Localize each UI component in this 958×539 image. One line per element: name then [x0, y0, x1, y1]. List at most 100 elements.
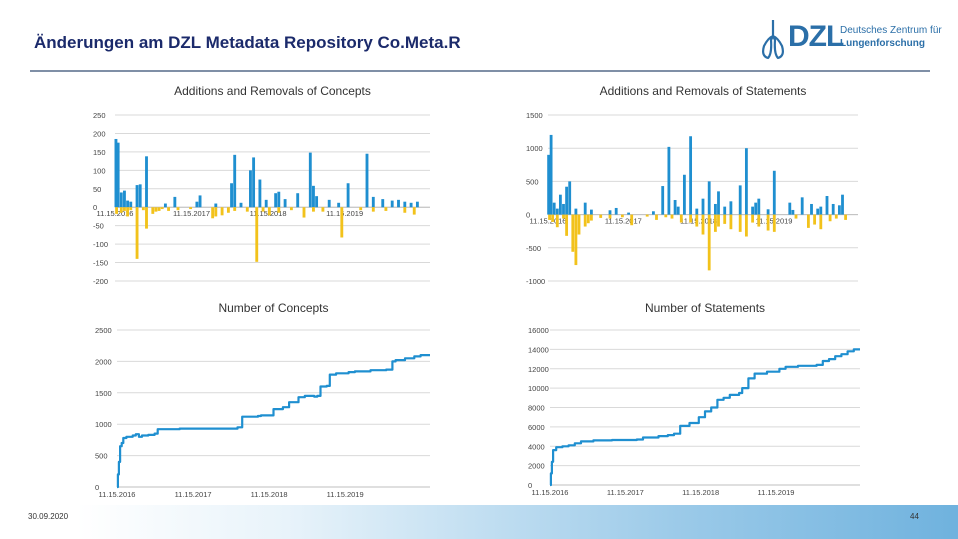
addition-bar [565, 186, 569, 215]
removal-bar [565, 214, 569, 236]
y-tick-label: 1500 [95, 389, 112, 398]
y-tick-label: 0 [528, 481, 532, 490]
addition-bar [831, 203, 835, 215]
addition-bar [371, 196, 375, 208]
removal-bar [119, 207, 123, 213]
removal-bar [267, 207, 271, 216]
addition-bar [800, 197, 804, 215]
y-tick-label: 14000 [528, 345, 549, 354]
addition-bar [841, 194, 844, 215]
addition-bar [277, 191, 281, 208]
addition-bar [547, 154, 551, 215]
addition-bar [327, 199, 331, 208]
y-tick-label: 6000 [528, 423, 545, 432]
removal-bar [834, 214, 838, 219]
removal-bar [620, 214, 624, 218]
y-tick-label: 2000 [95, 357, 112, 366]
concepts-total-chart: Number of Concepts2500200015001000500011… [95, 301, 430, 499]
addition-bar [163, 203, 167, 208]
addition-bar [409, 202, 413, 208]
removal-bar [574, 214, 578, 266]
chart-title: Additions and Removals of Concepts [174, 84, 371, 98]
y-tick-label: 0 [95, 483, 99, 492]
series-line [116, 354, 430, 489]
addition-bar [707, 181, 711, 215]
removal-bar [167, 207, 170, 211]
addition-bar [738, 185, 742, 215]
logo-subtitle-line2: Lungenforschung [840, 38, 925, 49]
addition-bar [397, 199, 400, 208]
removal-bar [261, 207, 265, 212]
addition-bar [312, 185, 315, 208]
x-tick-label: 11.15.2018 [682, 488, 719, 497]
addition-bar [695, 208, 699, 215]
removal-bar [583, 214, 587, 227]
addition-bar [754, 202, 758, 215]
removal-bar [630, 214, 634, 226]
removal-bar [214, 207, 218, 217]
removal-bar [151, 207, 155, 214]
removal-bar [729, 214, 733, 230]
addition-bar [837, 205, 841, 215]
addition-bar [614, 207, 618, 215]
removal-bar [751, 214, 755, 223]
addition-bar [123, 190, 126, 208]
y-tick-label: 8000 [528, 404, 545, 413]
footer-date: 30.09.2020 [28, 512, 69, 521]
removal-bar [772, 214, 776, 232]
y-tick-label: 0 [526, 211, 530, 220]
removal-bar [233, 207, 237, 211]
removal-bar [608, 214, 612, 219]
removal-bar [689, 214, 693, 223]
x-tick-label: 11.15.2018 [680, 217, 717, 226]
y-tick-label: 150 [93, 148, 106, 157]
addition-bar [766, 209, 770, 215]
addition-bar [114, 138, 118, 208]
y-tick-label: 4000 [528, 442, 545, 451]
addition-bar [415, 201, 419, 208]
addition-bar [757, 198, 761, 215]
removal-bar [577, 214, 581, 235]
y-tick-label: 500 [95, 452, 108, 461]
removal-bar [145, 207, 148, 229]
addition-bar [403, 201, 407, 208]
statements-changes-chart: Additions and Removals of Statements 1500… [526, 84, 858, 286]
y-tick-label: -100 [93, 240, 108, 249]
removal-bar [679, 214, 683, 223]
addition-bar [667, 146, 671, 215]
x-tick-label: 11.15.2016 [530, 217, 567, 226]
addition-bar [589, 209, 593, 215]
removal-bar [757, 214, 761, 227]
removal-bar [255, 207, 259, 262]
y-tick-label: 250 [93, 111, 106, 120]
addition-bar [249, 170, 252, 208]
addition-bar [173, 196, 177, 208]
y-tick-label: -150 [93, 259, 108, 268]
removal-bar [359, 207, 363, 211]
removal-bar [844, 214, 848, 220]
removal-bar [599, 214, 603, 218]
x-tick-label: 11.15.2019 [327, 490, 364, 499]
removal-bar [695, 214, 699, 227]
removal-bar [813, 214, 817, 225]
removal-bar [211, 207, 215, 219]
addition-bar [119, 192, 123, 208]
addition-bar [126, 200, 130, 208]
y-tick-label: 2000 [528, 462, 545, 471]
removal-bar [321, 207, 325, 212]
addition-bar [274, 193, 278, 208]
addition-bar [627, 212, 631, 215]
y-tick-label: -200 [93, 277, 108, 286]
addition-bar [676, 206, 680, 215]
addition-bar [772, 170, 776, 215]
removal-bar [717, 214, 720, 227]
removal-bar [571, 214, 575, 252]
removal-bar [806, 214, 810, 228]
removal-bar [157, 207, 161, 211]
removal-bar [277, 207, 281, 213]
addition-bar [239, 202, 243, 208]
removal-bar [220, 207, 224, 216]
page-number: 44 [910, 512, 919, 521]
addition-bar [713, 203, 717, 215]
statements-total-chart: Number of Statements 16000 14000 12000 10000… [528, 301, 860, 497]
